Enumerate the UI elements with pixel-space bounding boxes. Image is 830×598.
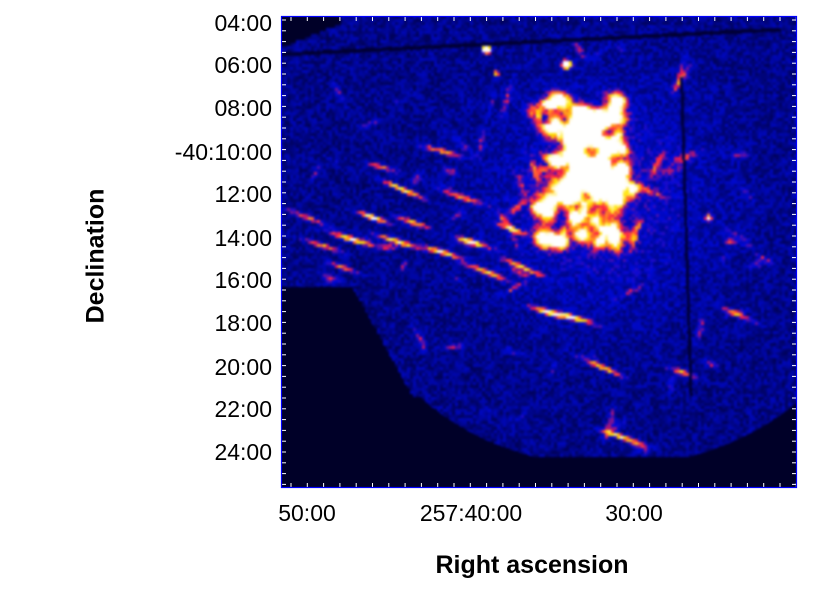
x-ray-intensity-map bbox=[281, 16, 797, 488]
sky-image bbox=[281, 16, 797, 488]
x-tick-label: 30:00 bbox=[605, 500, 663, 526]
y-tick-label: 14:00 bbox=[214, 225, 272, 251]
y-tick-label: 04:00 bbox=[214, 10, 272, 36]
y-tick-label: 20:00 bbox=[214, 354, 272, 380]
y-axis-title: Declination bbox=[81, 188, 110, 324]
x-axis-title: Right ascension bbox=[435, 551, 629, 579]
y-tick-label: 06:00 bbox=[214, 52, 272, 78]
y-tick-label: 08:00 bbox=[214, 95, 272, 121]
y-tick-label: 24:00 bbox=[214, 439, 272, 465]
y-tick-label: 18:00 bbox=[214, 310, 272, 336]
y-tick-label: 22:00 bbox=[214, 396, 272, 422]
y-tick-label: -40:10:00 bbox=[174, 139, 272, 165]
y-tick-label: 12:00 bbox=[214, 181, 272, 207]
x-tick-label: 50:00 bbox=[278, 500, 336, 526]
x-tick-label: 257:40:00 bbox=[419, 500, 523, 526]
y-tick-label: 16:00 bbox=[214, 267, 272, 293]
